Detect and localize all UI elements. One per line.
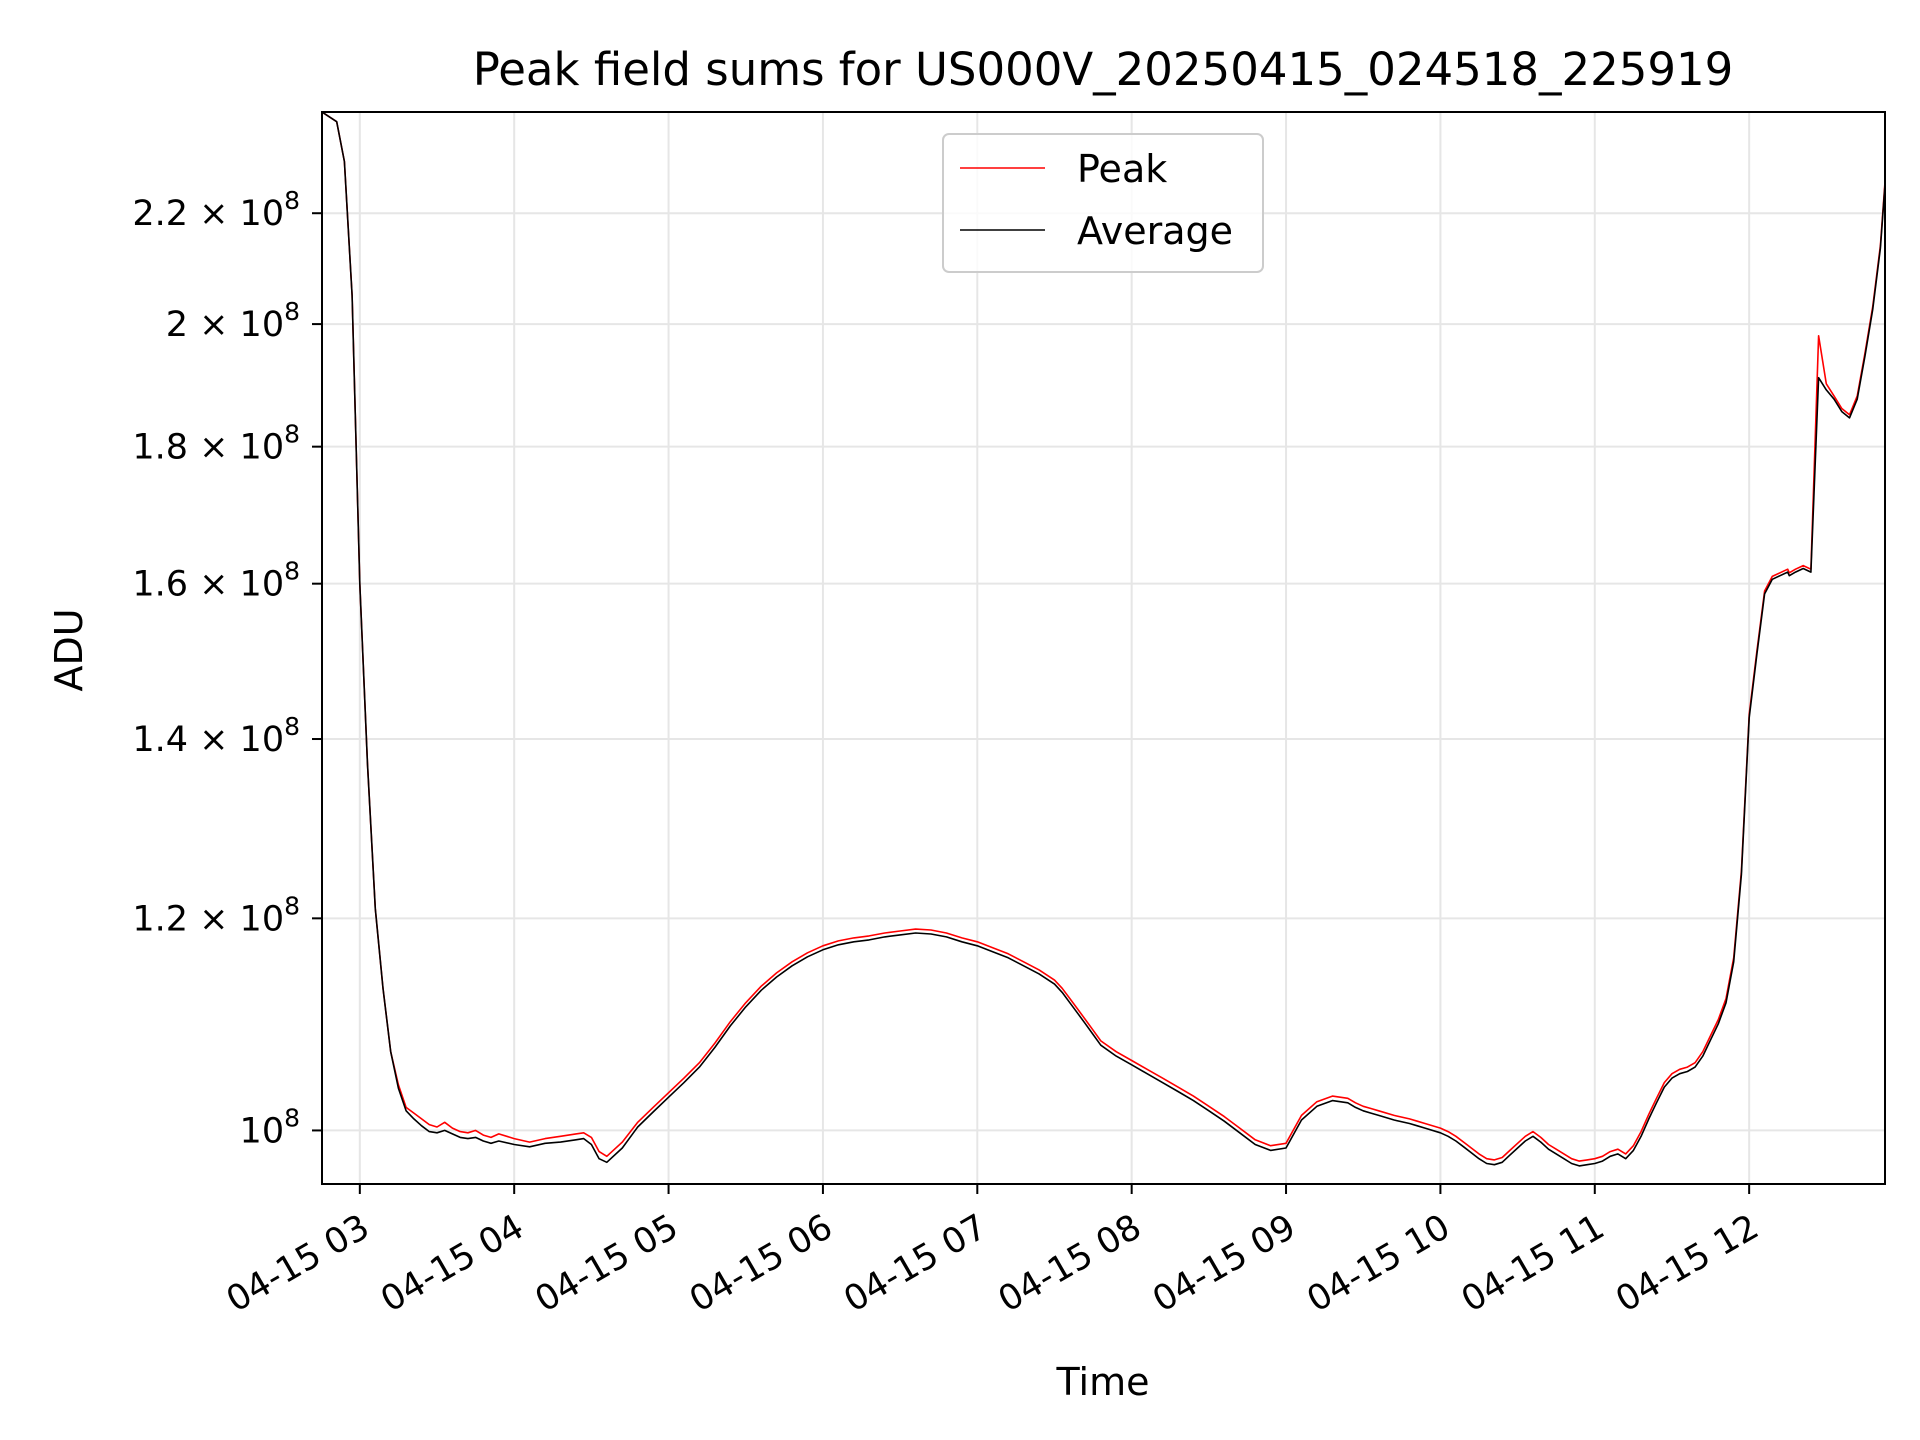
y-tick-mantissa: 2.2 × 10 xyxy=(132,194,284,234)
y-tick-exponent: 8 xyxy=(284,557,300,586)
plot-frame xyxy=(321,111,1886,1185)
y-tick-mantissa: 1.8 × 10 xyxy=(132,428,284,468)
y-tick-mantissa: 10 xyxy=(240,1111,285,1151)
series-layer xyxy=(322,112,1885,1167)
y-tick-label: 1.6 × 108 xyxy=(132,557,300,605)
y-tick-exponent: 8 xyxy=(284,1103,300,1132)
y-tick-mantissa: 1.4 × 10 xyxy=(132,720,284,760)
legend-label-peak: Peak xyxy=(1077,147,1167,191)
y-tick-mantissa: 1.2 × 10 xyxy=(132,899,284,939)
y-tick-exponent: 8 xyxy=(284,297,300,326)
y-tick-label: 1.8 × 108 xyxy=(132,420,300,468)
y-tick-exponent: 8 xyxy=(284,186,300,215)
chart-title: Peak field sums for US000V_20250415_0245… xyxy=(473,43,1734,96)
y-tick-mantissa: 1.6 × 10 xyxy=(132,565,284,605)
grid xyxy=(322,112,1885,1184)
y-axis-label: ADU xyxy=(47,608,91,691)
y-tick-exponent: 8 xyxy=(284,712,300,741)
plot-area xyxy=(322,112,1885,1167)
y-tick-label: 1.4 × 108 xyxy=(132,712,300,760)
y-tick-label: 2.2 × 108 xyxy=(132,186,300,234)
legend-label-average: Average xyxy=(1077,209,1233,253)
y-tick-label: 2 × 108 xyxy=(166,297,300,345)
x-axis-label: Time xyxy=(1056,1360,1150,1404)
y-tick-exponent: 8 xyxy=(284,420,300,449)
y-tick-mantissa: 2 × 10 xyxy=(166,305,284,345)
series-line-average xyxy=(322,112,1885,1167)
y-tick-label: 108 xyxy=(240,1103,300,1151)
legend: Peak Average xyxy=(942,133,1264,273)
y-tick-exponent: 8 xyxy=(284,891,300,920)
series-line-peak xyxy=(322,112,1885,1162)
y-tick-label: 1.2 × 108 xyxy=(132,891,300,939)
